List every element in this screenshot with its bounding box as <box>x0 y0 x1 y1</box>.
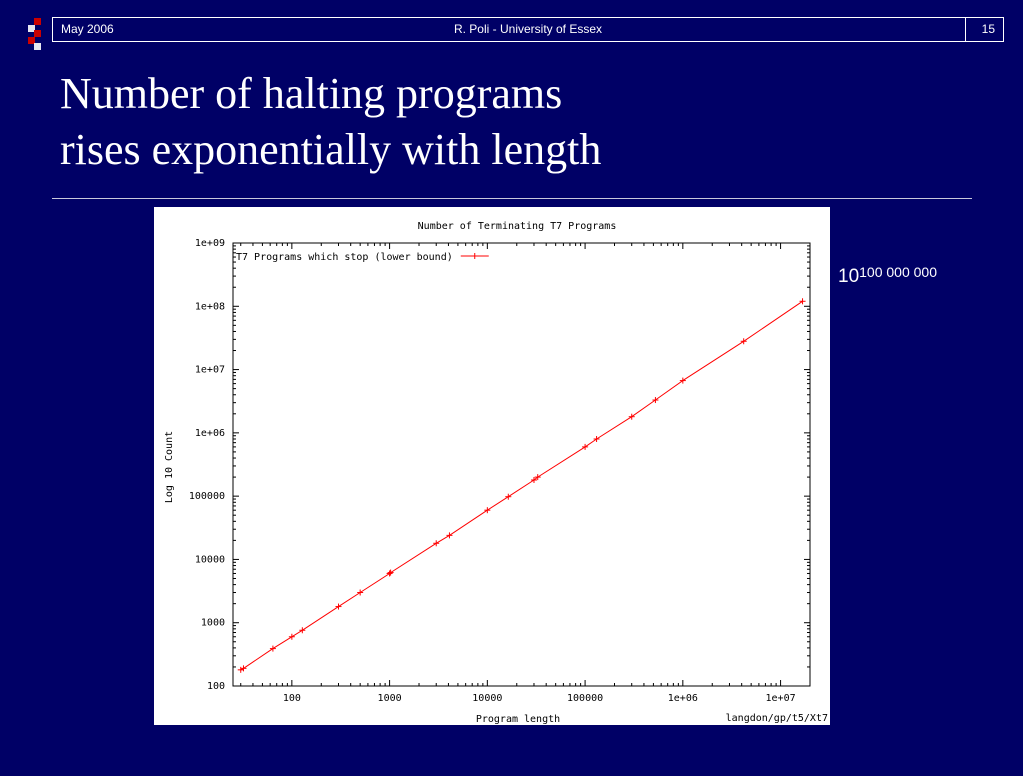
y-tick-label: 10000 <box>195 554 225 565</box>
chart-svg: Number of Terminating T7 Programs Progra… <box>164 221 828 725</box>
data-point <box>237 666 244 673</box>
chart-footnote: langdon/gp/t5/Xt7 <box>726 713 828 724</box>
data-point <box>679 377 686 384</box>
data-point <box>446 532 453 539</box>
x-tick-label: 1000 <box>378 693 402 704</box>
y-tick-label: 1e+09 <box>195 238 225 249</box>
x-tick-label: 1e+06 <box>668 693 698 704</box>
data-point <box>357 589 364 596</box>
data-point <box>652 397 659 404</box>
y-tick-label: 100000 <box>189 491 225 502</box>
y-tick-label: 100 <box>207 681 225 692</box>
chart-ylabel: Log 10 Count <box>164 431 175 503</box>
series-line <box>240 300 803 671</box>
data-point <box>484 507 491 514</box>
y-tick-label: 1e+06 <box>195 428 225 439</box>
data-point <box>335 603 342 610</box>
data-point <box>530 476 537 483</box>
chart-panel: Number of Terminating T7 Programs Progra… <box>154 207 830 725</box>
legend-label: T7 Programs which stop (lower bound) <box>236 252 453 263</box>
x-tick-label: 100 <box>283 693 301 704</box>
slide-number: 15 <box>965 18 1003 41</box>
data-point <box>740 338 747 345</box>
data-point <box>299 627 306 634</box>
slide-title: Number of halting programs rises exponen… <box>60 69 602 174</box>
data-point <box>582 443 589 450</box>
slide-header: May 2006 R. Poli - University of Essex 1… <box>52 17 1004 42</box>
data-point <box>505 493 512 500</box>
data-point <box>534 474 541 481</box>
y-tick-label: 1e+07 <box>195 365 225 376</box>
title-divider <box>52 198 972 199</box>
annotation-exponent: 100 000 000 <box>859 264 937 280</box>
data-point <box>386 570 393 577</box>
data-point <box>288 633 295 640</box>
data-point <box>387 569 394 576</box>
header-date: May 2006 <box>61 22 114 36</box>
data-point <box>799 298 806 305</box>
chart-title: Number of Terminating T7 Programs <box>418 221 617 232</box>
header-author: R. Poli - University of Essex <box>453 22 603 36</box>
data-point <box>628 413 635 420</box>
data-point <box>593 435 600 442</box>
y-tick-label: 1e+08 <box>195 301 225 312</box>
x-tick-label: 100000 <box>567 693 603 704</box>
data-point <box>269 645 276 652</box>
x-tick-label: 10000 <box>472 693 502 704</box>
x-tick-label: 1e+07 <box>766 693 796 704</box>
y-tick-label: 1000 <box>201 618 225 629</box>
data-point <box>433 540 440 547</box>
chart-xlabel: Program length <box>476 714 560 725</box>
logo-squares-icon <box>28 18 48 50</box>
exponent-annotation: 10100 000 000 <box>838 264 937 288</box>
annotation-base: 10 <box>838 266 860 287</box>
plot-frame <box>232 242 811 687</box>
data-point <box>240 665 247 672</box>
